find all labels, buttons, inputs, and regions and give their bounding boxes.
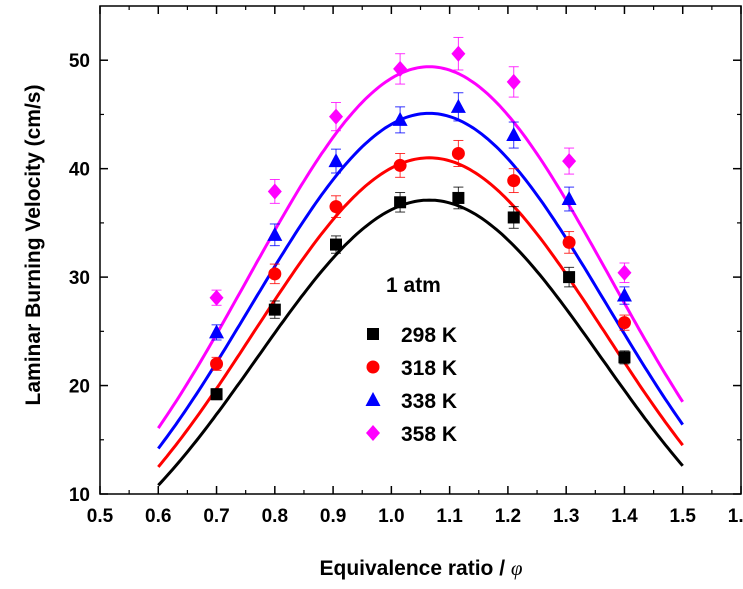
data-point-318-K <box>451 146 465 160</box>
legend: 1 atm 298 K 318 K 338 K 358 K <box>365 274 457 446</box>
plot-frame <box>99 5 742 495</box>
data-point-338-K <box>392 111 408 126</box>
y-tick-label: 10 <box>69 485 90 506</box>
x-axis-title-symbol: φ <box>511 556 523 580</box>
fit-curve-338-K <box>157 111 684 450</box>
data-point-358-K <box>562 153 577 170</box>
x-tick-label: 1.4 <box>611 506 638 527</box>
data-point-318-K <box>329 200 343 214</box>
y-tick-label: 20 <box>69 377 90 398</box>
fit-curve-298-K <box>157 198 684 487</box>
data-point-298-K <box>210 388 223 401</box>
data-point-298-K <box>452 191 465 204</box>
legend-marker-338-K <box>365 392 381 406</box>
data-point-318-K <box>393 158 407 172</box>
x-tick-label: 1.6 <box>728 506 743 527</box>
x-tick-label: 0.7 <box>203 506 229 527</box>
x-tick-label: 1.1 <box>436 506 463 527</box>
fit-curve-318-K <box>157 156 684 468</box>
data-point-338-K <box>450 98 466 113</box>
data-point-358-K <box>617 264 632 281</box>
data-point-298-K <box>394 196 407 209</box>
legend-label: 358 K <box>401 423 457 446</box>
x-axis-title-text: Equivalence ratio / <box>319 557 510 580</box>
y-tick-label: 40 <box>69 160 90 181</box>
y-tick-label: 30 <box>69 268 90 289</box>
legend-label: 338 K <box>401 390 457 413</box>
data-point-298-K <box>330 238 343 251</box>
x-tick-label: 1.0 <box>378 506 404 527</box>
data-point-358-K <box>451 45 466 62</box>
fit-curve-358-K <box>157 65 684 429</box>
x-tick-label: 1.5 <box>670 506 697 527</box>
data-point-358-K <box>506 73 521 90</box>
axis-ticks: 0.5 0.6 0.7 0.8 0.9 1.0 1.1 1.2 1.3 1.4 1.5 1.6 10 20… <box>69 6 743 527</box>
data-point-318-K <box>268 267 282 281</box>
legend-marker-298-K <box>367 328 379 340</box>
x-tick-label: 0.6 <box>145 506 171 527</box>
data-point-298-K <box>563 271 576 284</box>
legend-label: 298 K <box>401 324 457 347</box>
data-point-298-K <box>618 351 631 364</box>
x-tick-label: 1.3 <box>553 506 579 527</box>
x-tick-label: 0.9 <box>320 506 346 527</box>
legend-title: 1 atm <box>386 274 441 297</box>
data-point-338-K <box>328 153 344 168</box>
data-point-358-K <box>329 108 344 125</box>
data-markers <box>209 36 632 401</box>
x-tick-label: 0.5 <box>87 506 114 527</box>
data-point-358-K <box>209 289 224 306</box>
data-point-318-K <box>562 235 576 249</box>
x-tick-label: 1.2 <box>495 506 521 527</box>
data-point-338-K <box>267 226 283 241</box>
data-point-298-K <box>268 303 281 316</box>
data-point-318-K <box>617 316 631 330</box>
legend-marker-358-K <box>366 425 380 441</box>
legend-label: 318 K <box>401 357 457 380</box>
data-point-358-K <box>267 183 282 200</box>
data-point-318-K <box>507 174 521 188</box>
data-point-318-K <box>210 357 224 371</box>
data-point-338-K <box>209 324 225 339</box>
legend-marker-318-K <box>366 360 380 374</box>
data-point-338-K <box>616 287 632 302</box>
data-point-298-K <box>507 211 520 224</box>
data-point-338-K <box>561 191 577 206</box>
x-axis-title: Equivalence ratio / φ <box>319 556 522 580</box>
fit-curves <box>157 65 684 487</box>
y-axis-title: Laminar Burning Velocity (cm/s) <box>22 85 45 406</box>
x-tick-label: 0.8 <box>262 506 288 527</box>
data-point-338-K <box>506 127 522 142</box>
y-tick-label: 50 <box>69 51 90 72</box>
data-point-358-K <box>393 60 408 77</box>
